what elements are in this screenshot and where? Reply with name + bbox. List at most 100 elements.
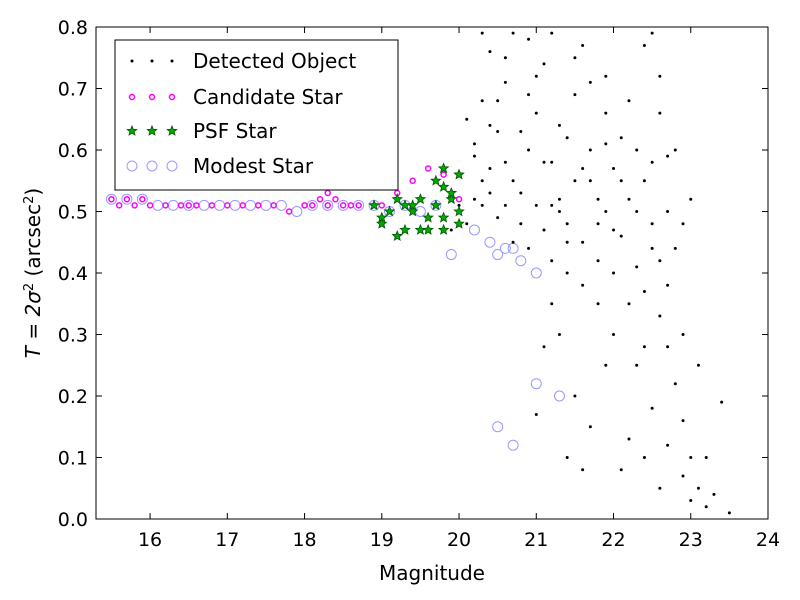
y-tick-label: 0.0 (58, 509, 88, 531)
detected-point (534, 111, 538, 115)
modest-point (530, 378, 542, 390)
legend-marker-psf-1 (126, 124, 138, 136)
modest-point (322, 199, 334, 211)
modest-point (553, 390, 565, 402)
detected-point (565, 222, 569, 226)
detected-point (581, 43, 585, 47)
detected-point (681, 474, 685, 478)
psf-point (406, 205, 419, 217)
psf-point (414, 193, 427, 205)
candidate-point (332, 195, 339, 203)
detected-point (581, 283, 585, 287)
detected-point (712, 492, 716, 496)
detected-point (519, 191, 523, 195)
candidate-point (131, 202, 138, 209)
detected-point (488, 50, 492, 54)
y-tick-label: 0.3 (58, 325, 88, 347)
psf-point (406, 199, 419, 211)
psf-point (430, 174, 442, 186)
modest-point (136, 193, 148, 205)
candidate-point (270, 202, 277, 209)
series-detected (449, 31, 731, 515)
detected-point (635, 210, 639, 213)
detected-point (604, 74, 608, 78)
detected-point (596, 302, 600, 306)
detected-point (612, 271, 616, 275)
x-tick-label: 23 (679, 529, 703, 551)
detected-point (550, 160, 554, 164)
detected-point (658, 314, 662, 318)
modest-point (492, 249, 504, 261)
detected-point (612, 333, 616, 336)
x-axis-label: Magnitude (379, 561, 485, 585)
legend-label-detected: Detected Object (193, 49, 356, 73)
psf-point (445, 193, 458, 205)
detected-point (650, 222, 654, 226)
detected-point (673, 246, 677, 250)
psf-point (437, 211, 450, 223)
detected-point (503, 56, 507, 60)
detected-point (588, 179, 592, 183)
psf-point (368, 199, 380, 211)
detected-point (681, 333, 685, 336)
detected-point (496, 216, 500, 220)
detected-point (581, 240, 585, 244)
candidate-point (455, 195, 463, 203)
detected-point (573, 179, 577, 183)
detected-point (542, 62, 546, 66)
detected-point (666, 443, 670, 447)
detected-point (550, 203, 554, 207)
detected-point (573, 56, 577, 60)
candidate-point (224, 202, 231, 209)
detected-point (496, 99, 500, 103)
candidate-point (177, 202, 185, 209)
y-tick-label: 0.8 (58, 17, 88, 39)
legend-marker-detected-1 (130, 59, 134, 63)
detected-point (472, 197, 476, 201)
detected-point (666, 210, 670, 213)
candidate-point (162, 202, 169, 209)
legend-marker-candidate-3 (168, 93, 176, 101)
detected-point (496, 130, 500, 134)
detected-point (542, 160, 546, 164)
psf-point (453, 168, 465, 180)
detected-point (689, 499, 693, 503)
modest-point (515, 255, 527, 267)
x-tick-label: 18 (292, 529, 316, 551)
psf-point (391, 230, 404, 242)
candidate-point (193, 202, 200, 209)
candidate-point (285, 208, 293, 215)
detected-point (573, 394, 577, 398)
psf-point (422, 223, 434, 235)
candidate-point (316, 195, 324, 203)
detected-point (619, 136, 623, 140)
detected-point (681, 419, 685, 423)
candidate-point (324, 202, 331, 209)
psf-point (399, 223, 411, 235)
detected-point (588, 148, 592, 152)
detected-point (689, 456, 693, 459)
detected-point (503, 203, 507, 207)
detected-point (666, 345, 670, 349)
detected-point (666, 154, 670, 158)
candidate-point (254, 202, 262, 209)
y-tick-label: 0.1 (58, 448, 88, 470)
candidate-point (440, 171, 447, 178)
detected-point (720, 400, 724, 404)
detected-point (642, 289, 646, 293)
candidate-point (324, 189, 331, 197)
detected-point (619, 468, 623, 472)
detected-point (511, 31, 515, 35)
psf-point (383, 205, 396, 217)
detected-point (650, 160, 654, 164)
y-tick-label: 0.5 (58, 202, 88, 224)
detected-point (519, 222, 523, 226)
legend-label-candidate: Candidate Star (193, 85, 343, 109)
candidate-point (115, 202, 123, 209)
detected-point (627, 99, 631, 103)
detected-point (650, 406, 654, 410)
detected-point (565, 271, 569, 275)
detected-point (565, 456, 569, 459)
detected-point (534, 74, 538, 78)
detected-point (588, 425, 592, 429)
